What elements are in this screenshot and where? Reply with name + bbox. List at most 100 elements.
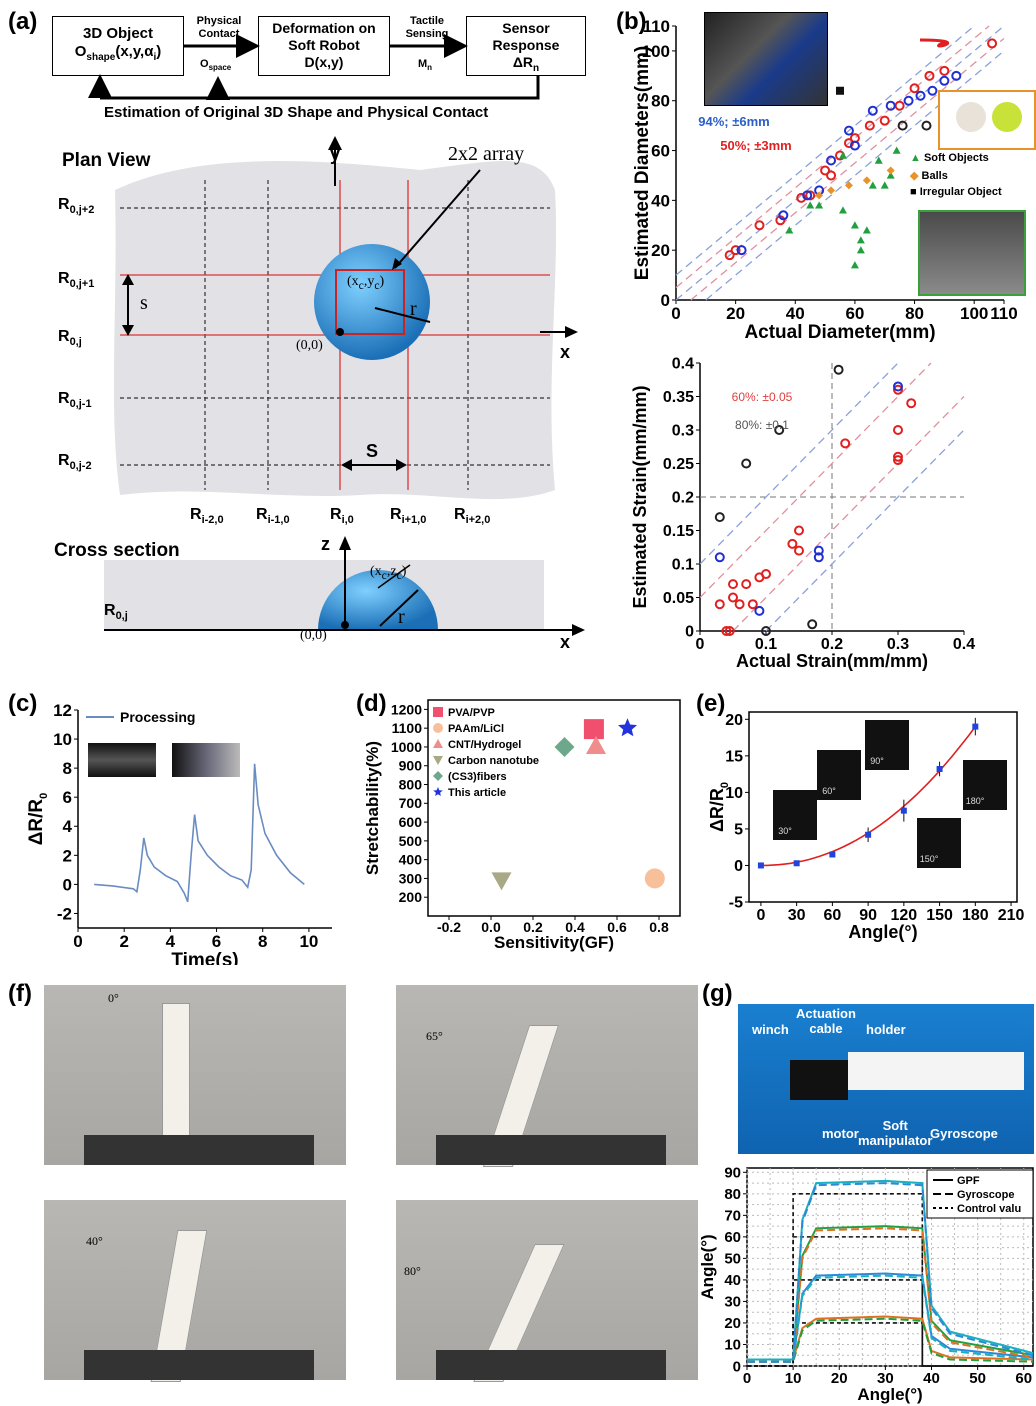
y-tick-label: 700 xyxy=(399,795,423,811)
data-point xyxy=(893,425,903,435)
x-tick-label: 0.6 xyxy=(607,919,627,935)
gpf-line xyxy=(747,1272,1034,1361)
x-tick-label: 0.8 xyxy=(649,919,669,935)
data-point xyxy=(879,115,890,126)
data-point xyxy=(586,736,606,755)
data-point xyxy=(433,756,443,765)
data-point xyxy=(894,100,905,111)
data-point xyxy=(730,245,741,256)
data-point xyxy=(843,125,854,136)
y-tick-label: 60 xyxy=(651,141,670,160)
data-point xyxy=(867,105,878,116)
y-tick-label: 10 xyxy=(724,1337,741,1354)
data-point xyxy=(972,723,979,730)
data-point xyxy=(802,190,813,201)
data-point xyxy=(714,599,725,610)
x-tick-label: 90 xyxy=(859,907,877,924)
y-tick-label: 80 xyxy=(724,1186,741,1203)
x-axis-label: Sensitivity(GF) xyxy=(494,933,614,952)
x-axis-label: Actual Strain(mm/mm) xyxy=(736,651,928,671)
y-axis-label: ΔR/R0 xyxy=(26,793,50,846)
f-photo-0deg: 0° xyxy=(44,985,346,1165)
data-point xyxy=(862,226,871,234)
inset-label: 60° xyxy=(822,786,836,796)
legend-irregular-object: ■ Irregular Object xyxy=(910,186,1002,198)
x-tick-label: 10 xyxy=(785,1370,802,1387)
annotation-80: 80%: ±0.1 xyxy=(735,418,789,432)
data-point xyxy=(874,156,883,164)
y-tick-label: 15 xyxy=(725,748,743,765)
data-point xyxy=(741,458,752,469)
x-axis-label: Actual Diameter(mm) xyxy=(744,322,935,343)
cross-origin-label: (0,0) xyxy=(300,628,327,643)
origin-label: (0,0) xyxy=(296,338,323,353)
x-tick-label: 100 xyxy=(960,304,988,323)
data-point xyxy=(778,210,789,221)
annotation-60: 60%: ±0.05 xyxy=(732,390,793,404)
f-angle-label-1: 65° xyxy=(426,1029,443,1043)
legend-label: PAAm/LiCl xyxy=(448,723,504,735)
g-photo: winch Actuation cable holder motor Soft … xyxy=(738,1004,1034,1154)
x-tick-label: 120 xyxy=(890,907,917,924)
x-tick-label: -0.2 xyxy=(437,919,461,935)
flow-box-3d-object-line1: 3D Object xyxy=(82,25,154,42)
x-tick-label: 2 xyxy=(119,932,128,951)
y-tick-label: 60 xyxy=(724,1229,741,1246)
col-label-2: Ri,0 xyxy=(330,506,354,527)
y-axis-label: Angle(°) xyxy=(698,1234,717,1299)
plot-frame xyxy=(427,699,681,917)
series-processing-line xyxy=(94,763,305,903)
data-point xyxy=(491,872,512,891)
data-point xyxy=(728,592,738,603)
y-tick-label: 20 xyxy=(724,1315,741,1332)
y-tick-label: 300 xyxy=(399,870,423,886)
gpf-line xyxy=(747,1179,1034,1361)
y-tick-label: 110 xyxy=(643,17,670,36)
cross-r-label: r xyxy=(398,606,405,628)
y-tick-label: 0 xyxy=(685,624,694,641)
y-tick-label: 2 xyxy=(63,846,72,865)
data-point xyxy=(987,38,998,49)
data-point xyxy=(794,545,804,556)
col-label-1: Ri-1,0 xyxy=(256,506,290,527)
data-point xyxy=(813,552,824,563)
x-tick-label: 60 xyxy=(823,907,841,924)
S-spacing-label: S xyxy=(366,441,379,461)
cross-center-label: (xc,zc) xyxy=(370,564,407,582)
data-point xyxy=(826,155,837,166)
callout-arrow xyxy=(919,38,950,48)
y-tick-label: 10 xyxy=(725,785,743,802)
y-axis-label: Stretchability(%) xyxy=(363,741,382,875)
x-tick-label: 30 xyxy=(788,907,806,924)
y-tick-label: 0.05 xyxy=(663,590,694,607)
y-tick-label: 1100 xyxy=(392,720,423,736)
b1-photo-soft-objects xyxy=(918,210,1026,296)
y-tick-label: 4 xyxy=(63,817,73,836)
x-tick-label: 40 xyxy=(923,1370,940,1387)
y-tick-label: 0.2 xyxy=(672,490,694,507)
x-tick-label: 150 xyxy=(926,907,953,924)
data-point xyxy=(820,165,831,176)
annotation-50: 50%; ±3mm xyxy=(720,138,791,153)
legend-label: PVA/PVP xyxy=(448,707,495,719)
x-tick-label: 0.0 xyxy=(481,919,501,935)
flow-arrows xyxy=(88,34,540,100)
col-label-0: Ri-2,0 xyxy=(190,506,224,527)
y-axis-label: Estimated Diameters(mm) xyxy=(632,46,653,280)
y-tick-label: 20 xyxy=(725,712,743,729)
cross-section-title: Cross section xyxy=(54,540,180,561)
x-axis-label: Angle(°) xyxy=(848,922,917,942)
cross-z-axis-label: z xyxy=(321,534,330,554)
data-point xyxy=(433,787,443,796)
row-label-1: R0,j+1 xyxy=(58,270,95,291)
data-point xyxy=(892,146,901,154)
panel-label-b: (b) xyxy=(616,8,647,35)
array-label: 2x2 array xyxy=(448,143,525,165)
c-inset-photo-1 xyxy=(88,743,156,777)
chart-angle-response: 0 30 60 90 120 150 180 210-505101520Angle(°)ΔR/… xyxy=(707,711,1024,942)
data-point xyxy=(833,364,844,375)
x-axis-label: Angle(°) xyxy=(857,1385,922,1404)
flow-box-3d-object-line2: Oshape(x,y,αi) xyxy=(74,43,162,63)
data-point xyxy=(850,221,859,229)
data-point xyxy=(794,525,804,536)
